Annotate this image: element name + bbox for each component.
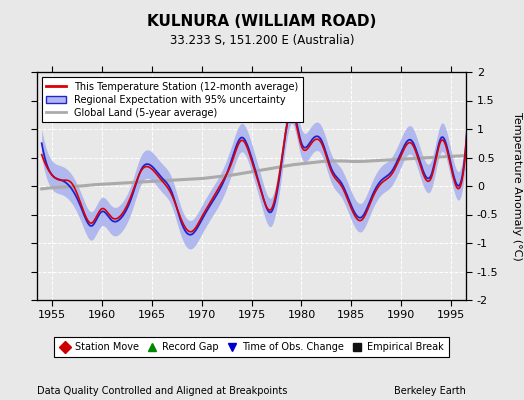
Legend: Station Move, Record Gap, Time of Obs. Change, Empirical Break: Station Move, Record Gap, Time of Obs. C…	[54, 338, 449, 357]
Text: 33.233 S, 151.200 E (Australia): 33.233 S, 151.200 E (Australia)	[170, 34, 354, 47]
Legend: This Temperature Station (12-month average), Regional Expectation with 95% uncer: This Temperature Station (12-month avera…	[41, 77, 303, 122]
Y-axis label: Temperature Anomaly (°C): Temperature Anomaly (°C)	[512, 112, 522, 260]
Text: Data Quality Controlled and Aligned at Breakpoints: Data Quality Controlled and Aligned at B…	[37, 386, 287, 396]
Text: KULNURA (WILLIAM ROAD): KULNURA (WILLIAM ROAD)	[147, 14, 377, 29]
Text: Berkeley Earth: Berkeley Earth	[395, 386, 466, 396]
